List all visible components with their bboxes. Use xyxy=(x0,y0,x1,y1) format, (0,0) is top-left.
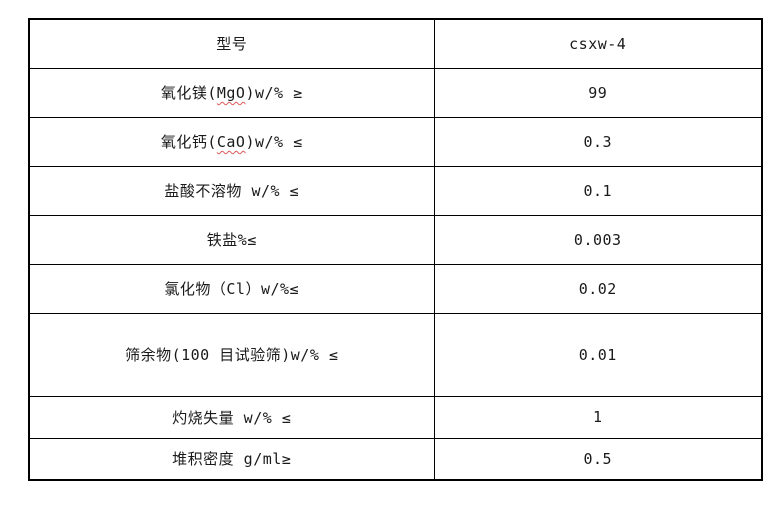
spec-label-cell: 盐酸不溶物 w/% ≤ xyxy=(28,165,435,216)
product-spec-table: 型号 csxw-4 氧化镁(MgO)w/% ≥ 99 氧化钙(CaO)w/% ≤ xyxy=(28,18,763,481)
spec-label: 型号 xyxy=(216,35,248,54)
spec-value: 0.02 xyxy=(578,279,617,298)
table-row-ignition-loss: 灼烧失量 w/% ≤ 1 xyxy=(28,395,763,439)
spellcheck-underlined-text: CaO xyxy=(216,133,246,151)
table-row-cao: 氧化钙(CaO)w/% ≤ 0.3 xyxy=(28,116,763,167)
spec-value-cell: 0.003 xyxy=(433,214,763,265)
spec-label: 盐酸不溶物 w/% ≤ xyxy=(164,182,300,200)
spec-label: 堆积密度 g/ml≥ xyxy=(172,450,292,469)
spec-label-cell: 氯化物（Cl）w/%≤ xyxy=(28,263,435,314)
spec-label: 氯化物（Cl）w/%≤ xyxy=(164,280,300,298)
spec-value-cell: 99 xyxy=(433,67,763,118)
spec-label-cell: 灼烧失量 w/% ≤ xyxy=(28,395,435,439)
spec-label: 灼烧失量 w/% ≤ xyxy=(172,408,292,427)
table-row-bulk-density: 堆积密度 g/ml≥ 0.5 xyxy=(28,437,763,481)
spec-label-cell: 堆积密度 g/ml≥ xyxy=(28,437,435,481)
spec-label: 氧化镁(MgO)w/% ≥ xyxy=(160,84,303,102)
table-row-hcl-insoluble: 盐酸不溶物 w/% ≤ 0.1 xyxy=(28,165,763,216)
spec-value: 0.003 xyxy=(573,230,622,249)
spec-value-cell: csxw-4 xyxy=(433,18,763,69)
spec-label-cell: 氧化钙(CaO)w/% ≤ xyxy=(28,116,435,167)
spec-label-cell: 氧化镁(MgO)w/% ≥ xyxy=(28,67,435,118)
table-row-chloride: 氯化物（Cl）w/%≤ 0.02 xyxy=(28,263,763,314)
spec-value: 0.3 xyxy=(583,132,613,151)
spellcheck-underlined-text: MgO xyxy=(216,84,246,102)
spec-value: 0.1 xyxy=(583,181,613,200)
spec-label: 筛余物(100 目试验筛)w/% ≤ xyxy=(125,346,339,364)
spec-value-cell: 0.3 xyxy=(433,116,763,167)
table-row-iron-salt: 铁盐%≤ 0.003 xyxy=(28,214,763,265)
spec-value-cell: 1 xyxy=(433,395,763,439)
spec-value: csxw-4 xyxy=(569,34,627,53)
spec-value: 0.01 xyxy=(578,345,617,364)
spec-label: 氧化钙(CaO)w/% ≤ xyxy=(160,133,303,151)
spec-label-cell: 型号 xyxy=(28,18,435,69)
spec-label-cell: 铁盐%≤ xyxy=(28,214,435,265)
table-row-model: 型号 csxw-4 xyxy=(28,18,763,69)
spec-value: 99 xyxy=(588,83,608,102)
spec-value-cell: 0.5 xyxy=(433,437,763,481)
spec-value-cell: 0.1 xyxy=(433,165,763,216)
spec-value-cell: 0.02 xyxy=(433,263,763,314)
spec-value: 1 xyxy=(592,408,603,426)
spec-value-cell: 0.01 xyxy=(433,312,763,397)
table-row-mgo: 氧化镁(MgO)w/% ≥ 99 xyxy=(28,67,763,118)
spec-value: 0.5 xyxy=(583,449,613,468)
spec-label: 铁盐%≤ xyxy=(206,231,257,249)
spec-label-cell: 筛余物(100 目试验筛)w/% ≤ xyxy=(28,312,435,397)
table-row-sieve-residue: 筛余物(100 目试验筛)w/% ≤ 0.01 xyxy=(28,312,763,397)
